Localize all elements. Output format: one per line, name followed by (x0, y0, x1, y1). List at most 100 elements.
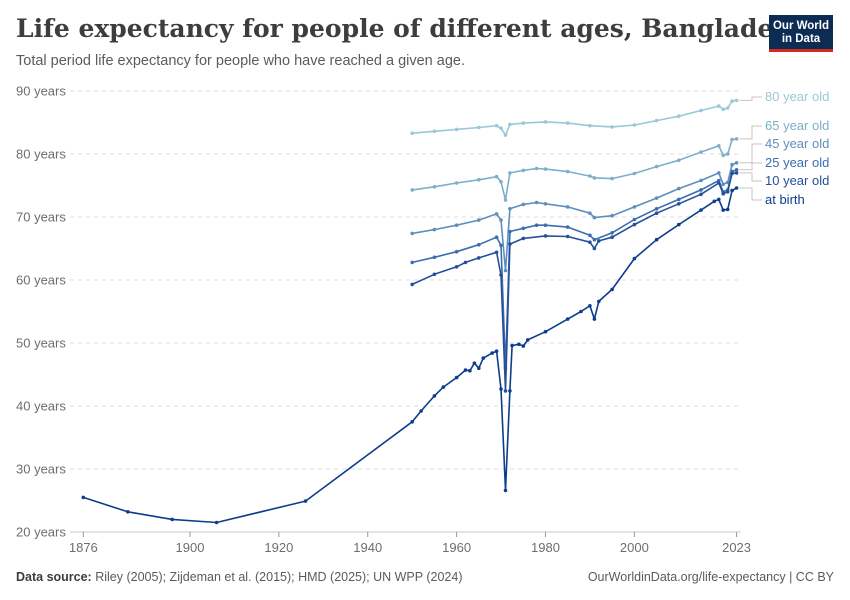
data-point[interactable] (543, 329, 548, 334)
data-point[interactable] (508, 389, 512, 393)
series-labels[interactable]: 80 year old 65 year old 45 year old 25 year… (739, 89, 830, 207)
data-point[interactable] (565, 225, 570, 229)
data-point[interactable] (494, 349, 499, 354)
data-point[interactable] (410, 420, 415, 424)
data-point[interactable] (721, 153, 725, 158)
data-point[interactable] (565, 121, 570, 125)
data-point[interactable] (565, 234, 570, 239)
series-label[interactable]: at birth (765, 192, 805, 207)
series-label[interactable]: 80 year old (765, 89, 829, 104)
data-point[interactable] (499, 387, 503, 391)
data-point[interactable] (543, 234, 548, 238)
data-point[interactable] (477, 218, 481, 222)
data-point[interactable] (730, 99, 734, 103)
data-point[interactable] (543, 202, 548, 206)
data-point[interactable] (734, 186, 739, 190)
data-point[interactable] (699, 192, 703, 197)
data-point[interactable] (699, 150, 703, 154)
life-expectancy-chart[interactable]: 20 years 30 years 40 years 50 years 60 years… (0, 0, 850, 560)
data-point[interactable] (734, 98, 739, 103)
data-point[interactable] (592, 317, 597, 321)
data-point[interactable] (699, 208, 703, 212)
data-point[interactable] (725, 207, 730, 212)
data-point[interactable] (654, 237, 659, 242)
data-point[interactable] (510, 343, 514, 348)
series-label[interactable]: 65 year old (765, 118, 829, 133)
data-point[interactable] (717, 197, 721, 202)
data-point[interactable] (410, 282, 415, 287)
series-65-year-old[interactable] (410, 137, 739, 202)
data-point[interactable] (721, 208, 725, 212)
series-80-year-old[interactable] (410, 98, 739, 137)
data-point[interactable] (592, 237, 597, 242)
data-point[interactable] (632, 217, 637, 222)
data-point[interactable] (588, 123, 592, 128)
data-point[interactable] (481, 356, 486, 360)
data-point[interactable] (699, 188, 703, 192)
data-point[interactable] (503, 268, 508, 273)
data-point[interactable] (712, 199, 717, 204)
data-point[interactable] (410, 260, 415, 265)
series-lines[interactable] (81, 98, 739, 525)
data-point[interactable] (477, 256, 481, 260)
data-point[interactable] (534, 166, 539, 171)
series-line[interactable] (411, 172, 737, 392)
data-point[interactable] (588, 211, 592, 215)
data-point[interactable] (503, 389, 508, 393)
series-label[interactable]: 10 year old (765, 173, 829, 188)
data-point[interactable] (734, 168, 739, 172)
data-point[interactable] (543, 167, 548, 171)
data-point[interactable] (477, 366, 481, 371)
data-point[interactable] (432, 227, 437, 232)
data-point[interactable] (588, 174, 592, 178)
data-point[interactable] (472, 361, 477, 366)
data-point[interactable] (565, 169, 570, 174)
data-point[interactable] (654, 164, 659, 169)
data-point[interactable] (717, 171, 721, 175)
data-point[interactable] (543, 120, 548, 124)
owid-logo[interactable]: Our World in Data (769, 15, 833, 52)
data-point[interactable] (499, 126, 503, 130)
data-point[interactable] (565, 317, 570, 321)
data-point[interactable] (610, 213, 614, 218)
data-point[interactable] (610, 235, 614, 239)
data-point[interactable] (592, 246, 597, 251)
data-point[interactable] (677, 202, 681, 206)
data-point[interactable] (717, 104, 721, 108)
data-point[interactable] (632, 123, 637, 127)
data-point[interactable] (734, 137, 739, 141)
data-point[interactable] (508, 229, 512, 234)
data-point[interactable] (734, 161, 739, 165)
source-link[interactable]: OurWorldinData.org/life-expectancy | CC … (587, 570, 834, 584)
series-label[interactable]: 25 year old (765, 155, 829, 170)
data-point[interactable] (170, 517, 174, 522)
data-point[interactable] (730, 137, 734, 142)
data-point[interactable] (597, 299, 601, 304)
data-point[interactable] (81, 495, 86, 500)
series-at-birth[interactable] (81, 186, 739, 525)
data-point[interactable] (499, 179, 503, 184)
data-point[interactable] (534, 223, 539, 227)
data-point[interactable] (454, 181, 459, 185)
data-point[interactable] (508, 171, 512, 175)
data-point[interactable] (654, 211, 659, 215)
data-point[interactable] (525, 338, 530, 342)
data-point[interactable] (717, 178, 721, 183)
data-point[interactable] (477, 242, 481, 247)
data-point[interactable] (699, 178, 703, 183)
data-point[interactable] (721, 107, 725, 112)
data-point[interactable] (463, 260, 468, 265)
data-point[interactable] (503, 488, 508, 493)
data-point[interactable] (730, 188, 734, 193)
data-point[interactable] (579, 309, 583, 314)
data-point[interactable] (725, 106, 730, 110)
data-point[interactable] (521, 236, 526, 241)
series-label[interactable]: 45 year old (765, 136, 829, 151)
data-point[interactable] (517, 342, 521, 347)
data-point[interactable] (721, 191, 725, 196)
data-point[interactable] (654, 207, 659, 211)
data-point[interactable] (588, 240, 592, 244)
data-point[interactable] (454, 265, 459, 269)
data-point[interactable] (499, 273, 503, 277)
data-point[interactable] (734, 171, 739, 175)
